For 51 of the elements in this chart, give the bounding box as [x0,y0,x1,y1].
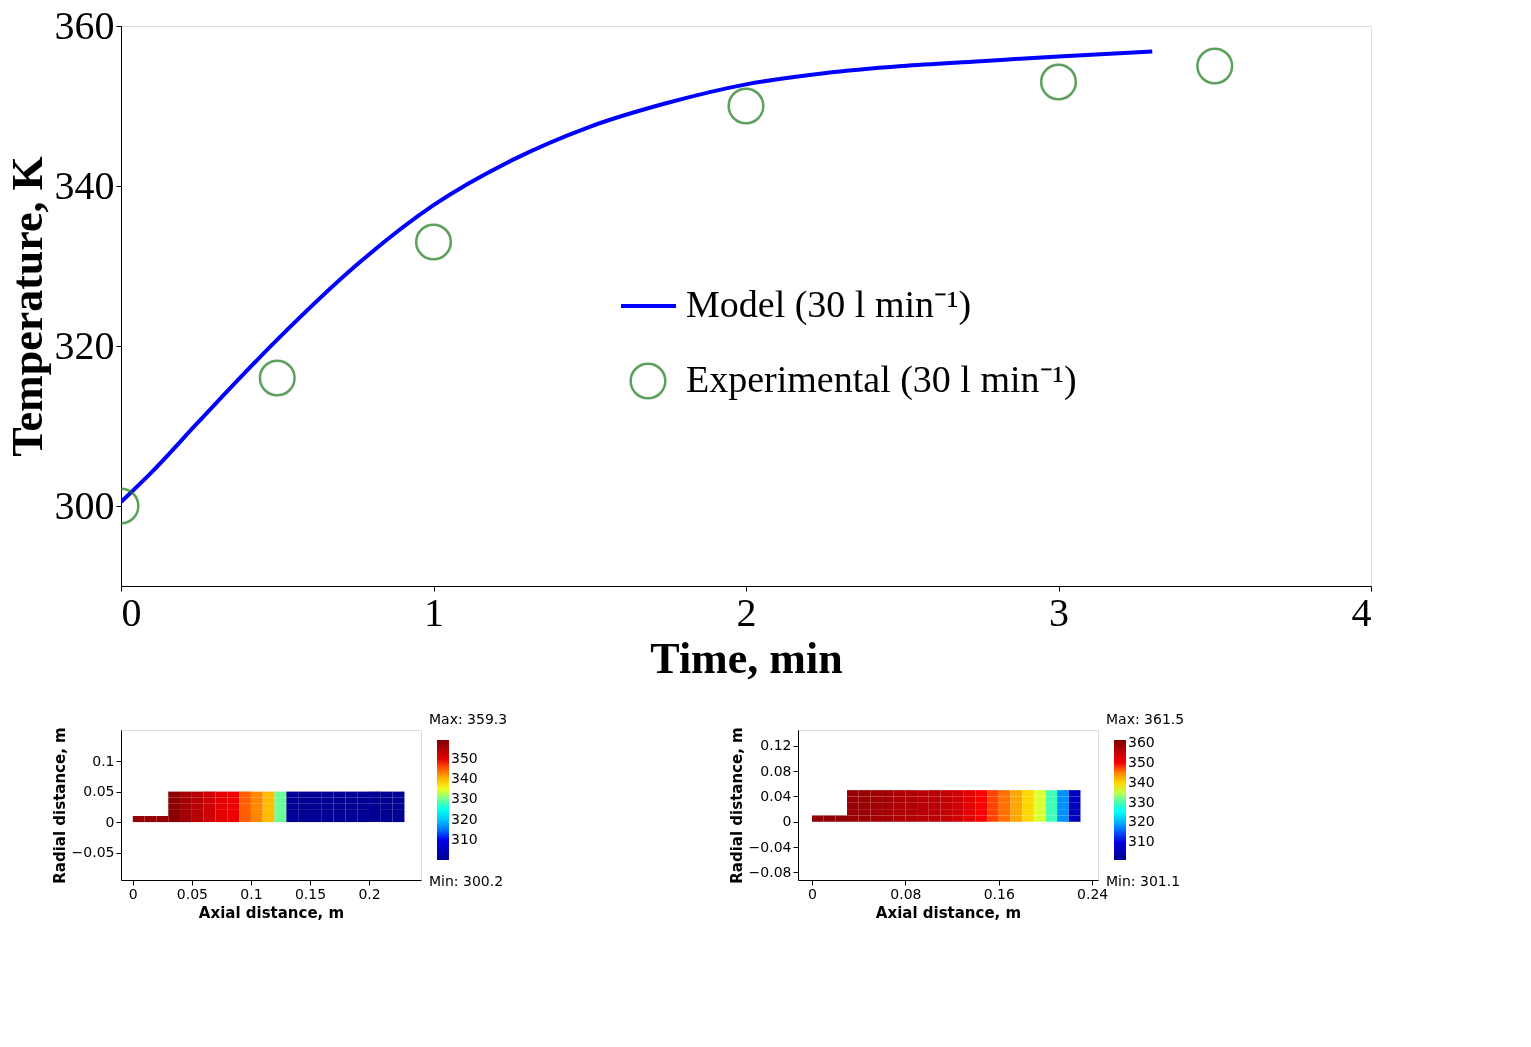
color-bar-label: 350 [1128,753,1155,770]
x-tick-label: 0.08 [890,885,922,902]
x-tick-label: 0.2 [358,885,381,902]
text: Min: 300.2 [429,873,504,889]
color-bar-label: 340 [1128,773,1155,790]
y-tick-label: 0.12 [760,737,792,754]
x-tick-label: 0.16 [983,885,1015,902]
x-tick-label: 3 [1049,589,1069,635]
text: Max: 359.3 [429,711,508,727]
y-tick-label: 0.05 [83,783,115,800]
y-tick-label: 340 [54,162,115,208]
text: Min: 301.1 [1106,873,1181,889]
x-tick-label: 1 [424,589,444,635]
x-axis-title: Time, min [650,633,843,683]
x-tick-label: 0 [128,885,138,902]
x-tick-label: 0.24 [1077,885,1109,902]
y-tick-label: −0.08 [748,863,792,880]
x-axis-title: Axial distance, m [875,903,1022,922]
y-axis-title: Radial distance, m [50,727,69,884]
color-bar-label: 320 [1128,813,1155,830]
y-tick-label: 300 [54,482,115,528]
y-axis-title: Temperature, K [2,156,52,457]
y-tick-label: −0.05 [71,844,115,861]
y-axis-title: Radial distance, m [727,727,746,884]
y-tick-label: 360 [54,2,115,48]
y-tick-label: −0.04 [748,838,792,855]
x-tick-label: 2 [736,589,757,635]
x-tick-label: 0.15 [294,885,327,902]
y-tick-label: 0.1 [92,752,115,769]
color-bar-label: 340 [451,770,478,787]
y-tick-label: 0 [105,813,115,830]
x-tick-label: 4 [1351,589,1372,635]
color-bar-label: 310 [1128,833,1155,850]
x-axis-title: Axial distance, m [198,903,345,922]
x-tick-label: 0 [808,885,817,902]
y-tick-label: 0 [782,813,792,830]
color-bar-label: 320 [451,810,478,827]
y-tick-label: 0.04 [760,787,792,804]
y-tick-label: 320 [54,322,115,368]
color-bar-label: 360 [1128,733,1155,750]
line-series [121,49,1155,504]
x-tick-label: 0.1 [240,885,263,902]
color-bar-label: 350 [451,749,478,766]
legend-label: Experimental (30 l min⁻¹) [686,358,1077,401]
x-tick-label: 0.05 [176,885,208,902]
text: Max: 361.5 [1106,711,1185,727]
color-bar-label: 330 [1128,793,1155,810]
color-bar-label: 310 [451,831,478,848]
y-tick-label: 0.08 [760,762,792,779]
legend-label: Model (30 l min⁻¹) [686,283,972,326]
color-bar-label: 330 [451,790,478,807]
